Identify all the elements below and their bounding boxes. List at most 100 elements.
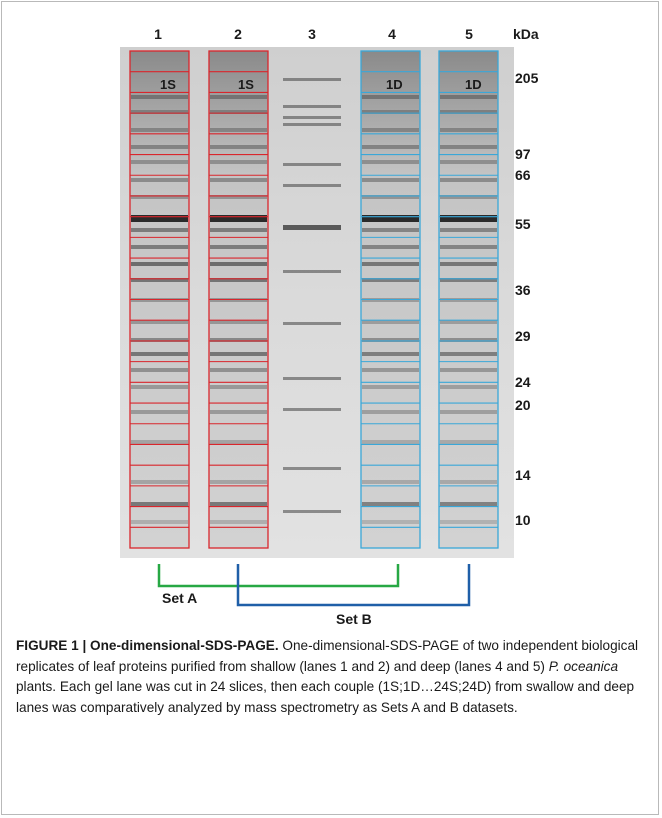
ladder-band-5 [283,163,341,166]
lane-number-2: 2 [234,26,242,42]
ladder-band-12 [283,467,341,470]
lane-1-band-21 [131,480,188,484]
marker-205: 205 [515,70,539,86]
lane-2-band-23 [210,520,267,524]
lane-5-band-20 [440,440,497,444]
lane-4-band-2 [362,110,419,114]
lane-4-band-9 [362,228,419,232]
lane-5-band-8 [440,215,497,222]
lane-number-5: 5 [465,26,473,42]
ladder-bands [283,78,341,513]
sds-page-gel-figure: 1 2 3 4 5 kDa 1S 1S 1D 1D 205 97 66 55 3… [120,26,539,627]
lane-5-band-15 [440,338,497,342]
lane-5-band-4 [440,145,497,149]
marker-55: 55 [515,216,531,232]
lane-4-band-23 [362,520,419,524]
lane-5-band-10 [440,245,497,249]
lane-1-band-16 [131,352,188,356]
lane-4-band-17 [362,368,419,372]
lane-4-band-14 [362,320,419,324]
lane-2-band-12 [210,278,267,282]
marker-36: 36 [515,282,531,298]
lane-5-band-17 [440,368,497,372]
lane-4-band-12 [362,278,419,282]
ladder-band-2 [283,105,341,108]
slice-grids [129,50,499,549]
ladder-band-13 [283,510,341,513]
lane-2-band-17 [210,368,267,372]
lane-5-band-9 [440,228,497,232]
lane-5-band-3 [440,128,497,132]
marker-20: 20 [515,397,531,413]
lane-2-band-11 [210,262,267,266]
lane-5-band-19 [440,410,497,414]
lane-2-band-20 [210,440,267,444]
slice-tag-lane-4: 1D [386,77,403,92]
lane-2-band-10 [210,245,267,249]
lane-1-band-3 [131,128,188,132]
lane-5-band-5 [440,160,497,164]
lane-4-band-7 [362,195,419,199]
lane-number-3: 3 [308,26,316,42]
lane-2-band-21 [210,480,267,484]
caption-title: FIGURE 1 | One-dimensional-SDS-PAGE. [16,638,279,653]
lane-2-band-8 [210,215,267,222]
lane-5-band-14 [440,320,497,324]
lane-1-band-9 [131,228,188,232]
lane-1-band-14 [131,320,188,324]
lane-2-band-4 [210,145,267,149]
molecular-weight-markers: 205 97 66 55 36 29 24 20 14 10 [515,70,539,528]
lane-5-band-7 [440,195,497,199]
lane-1-band-15 [131,338,188,342]
lane-4-band-22 [362,502,419,506]
marker-10: 10 [515,512,531,528]
caption-species: P. oceanica [548,658,619,674]
slice-tag-lane-2: 1S [238,77,254,92]
lane-1-band-11 [131,262,188,266]
set-a-label: Set A [162,590,197,606]
lane-1-band-7 [131,195,188,199]
lane-1-band-4 [131,145,188,149]
caption-text-1: One-dimensional-SDS-PAGE of two independ… [16,638,639,674]
lane-5-band-16 [440,352,497,356]
lane-5-band-11 [440,262,497,266]
lane-1-band-6 [131,178,188,182]
set-a-bracket [157,564,400,588]
lane-4-band-10 [362,245,419,249]
ladder-band-7 [283,225,341,230]
lane-1-band-17 [131,368,188,372]
marker-29: 29 [515,328,531,344]
lane-5-band-21 [440,480,497,484]
lane-4-band-1 [362,95,419,99]
lane-2-band-6 [210,178,267,182]
ladder-band-4 [283,123,341,126]
lane-1-band-2 [131,110,188,114]
lane-2-band-19 [210,410,267,414]
figure-caption: FIGURE 1 | One-dimensional-SDS-PAGE. One… [16,636,644,718]
lane-4-band-21 [362,480,419,484]
lane-1-band-5 [131,160,188,164]
lane-2-band-1 [210,95,267,99]
lane-1-band-1 [131,95,188,99]
ladder-band-11 [283,408,341,411]
ladder-band-3 [283,116,341,119]
lane-4-band-3 [362,128,419,132]
lane-4-band-19 [362,410,419,414]
lane-5-band-2 [440,110,497,114]
lane-4-band-16 [362,352,419,356]
lane-5-band-12 [440,278,497,282]
lane-4-band-5 [362,160,419,164]
lane-2-band-2 [210,110,267,114]
lane-4-band-20 [362,440,419,444]
ladder-band-1 [283,78,341,81]
marker-24: 24 [515,374,531,390]
marker-14: 14 [515,467,531,483]
lane-1-band-12 [131,278,188,282]
lane-4-band-15 [362,338,419,342]
lane-1-band-23 [131,520,188,524]
lane-2-band-16 [210,352,267,356]
lane-1-band-10 [131,245,188,249]
lane-5-band-23 [440,520,497,524]
lane-4-band-11 [362,262,419,266]
lane-2-band-22 [210,502,267,506]
